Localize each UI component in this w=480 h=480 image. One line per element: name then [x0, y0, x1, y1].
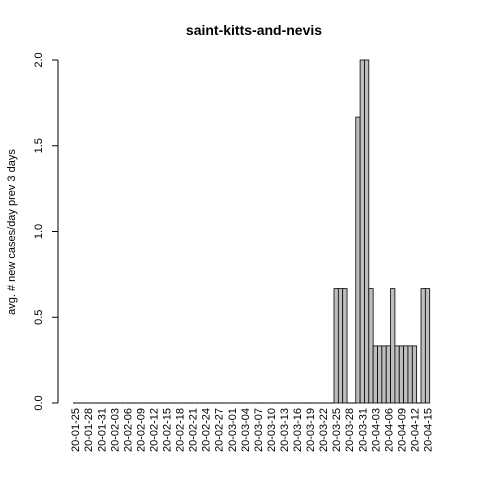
x-tick-label: 20-02-12	[148, 408, 160, 452]
x-tick-label: 20-03-28	[344, 408, 356, 452]
x-tick-label: 20-03-04	[240, 408, 252, 452]
bar	[355, 116, 361, 404]
bar	[385, 345, 391, 404]
y-axis-title: avg. # new cases/day prev 3 days	[6, 149, 18, 315]
x-tick-label: 20-04-09	[396, 408, 408, 452]
x-tick-label: 20-03-19	[305, 408, 317, 452]
y-tick-label: 1.0	[33, 224, 45, 239]
bar	[420, 288, 426, 404]
bar	[403, 345, 409, 404]
y-axis: 0.0 0.5 1.0 1.5 2.0	[33, 52, 59, 411]
chart-title: saint-kitts-and-nevis	[186, 22, 322, 38]
bar	[342, 288, 348, 404]
x-axis: 20-01-25 20-01-28 20-01-31 20-02-03 20-02-06…	[70, 408, 434, 452]
x-tick-label: 20-03-31	[357, 408, 369, 452]
x-tick-label: 20-02-18	[175, 408, 187, 452]
x-tick-label: 20-04-06	[383, 408, 395, 452]
x-tick-label: 20-02-27	[214, 408, 226, 452]
bar	[411, 345, 418, 404]
bar	[364, 59, 370, 404]
x-tick-label: 20-03-01	[227, 408, 239, 452]
x-tick-label: 20-04-15	[423, 408, 435, 452]
bar	[333, 288, 339, 404]
bar	[394, 345, 400, 404]
y-tick-label: 1.5	[33, 138, 45, 153]
x-tick-label: 20-03-10	[266, 408, 278, 452]
x-tick-label: 20-03-13	[279, 408, 291, 452]
x-tick-label: 20-03-22	[318, 408, 330, 452]
x-tick-label: 20-02-24	[201, 408, 213, 452]
x-tick-label: 20-03-07	[253, 408, 265, 452]
bar	[377, 345, 383, 404]
x-tick-label: 20-04-03	[370, 408, 382, 452]
bar	[368, 288, 374, 404]
bar	[424, 288, 431, 404]
bar	[359, 59, 365, 404]
bar	[372, 345, 378, 404]
x-tick-label: 20-01-25	[70, 408, 82, 452]
x-tick-label: 20-01-31	[96, 408, 108, 452]
bar	[381, 345, 387, 404]
bars	[73, 59, 431, 404]
x-tick-label: 20-01-28	[83, 408, 95, 452]
x-tick-label: 20-02-15	[162, 408, 174, 452]
bar	[390, 288, 396, 404]
x-tick-label: 20-02-09	[135, 408, 147, 452]
bar	[407, 345, 413, 404]
bar	[337, 288, 344, 404]
x-tick-label: 20-03-16	[292, 408, 304, 452]
x-tick-label: 20-02-03	[109, 408, 121, 452]
x-tick-label: 20-02-06	[122, 408, 134, 452]
x-tick-label: 20-04-12	[409, 408, 421, 452]
y-tick-label: 2.0	[33, 52, 45, 67]
x-tick-label: 20-03-25	[331, 408, 343, 452]
x-tick-label: 20-02-21	[188, 408, 200, 452]
y-tick-label: 0.0	[33, 395, 45, 410]
y-tick-label: 0.5	[33, 310, 45, 325]
bar	[398, 345, 404, 404]
